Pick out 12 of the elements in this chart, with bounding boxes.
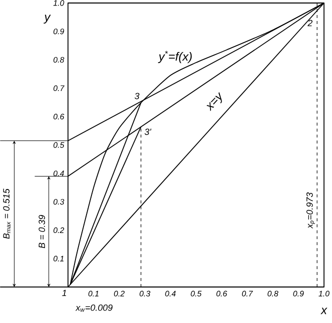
annotation: 3' bbox=[144, 128, 152, 135]
text: B$_{max}$ = 0.515 bbox=[3, 188, 10, 239]
annotation: 3 bbox=[134, 92, 140, 100]
ref-line-label: x$_{p}$=0.973 bbox=[306, 192, 315, 229]
y-axis-title: y bbox=[44, 14, 51, 24]
annotation: 2 bbox=[308, 20, 312, 26]
annotation: x$_{w}$=0.009 bbox=[75, 304, 113, 312]
x-axis-title: x bbox=[320, 308, 328, 314]
text: B = 0.39 bbox=[38, 214, 46, 248]
annotation: 1 bbox=[62, 290, 66, 296]
series-label: y$^{*}$=f(x) bbox=[158, 50, 192, 64]
text: x=y bbox=[206, 92, 222, 112]
